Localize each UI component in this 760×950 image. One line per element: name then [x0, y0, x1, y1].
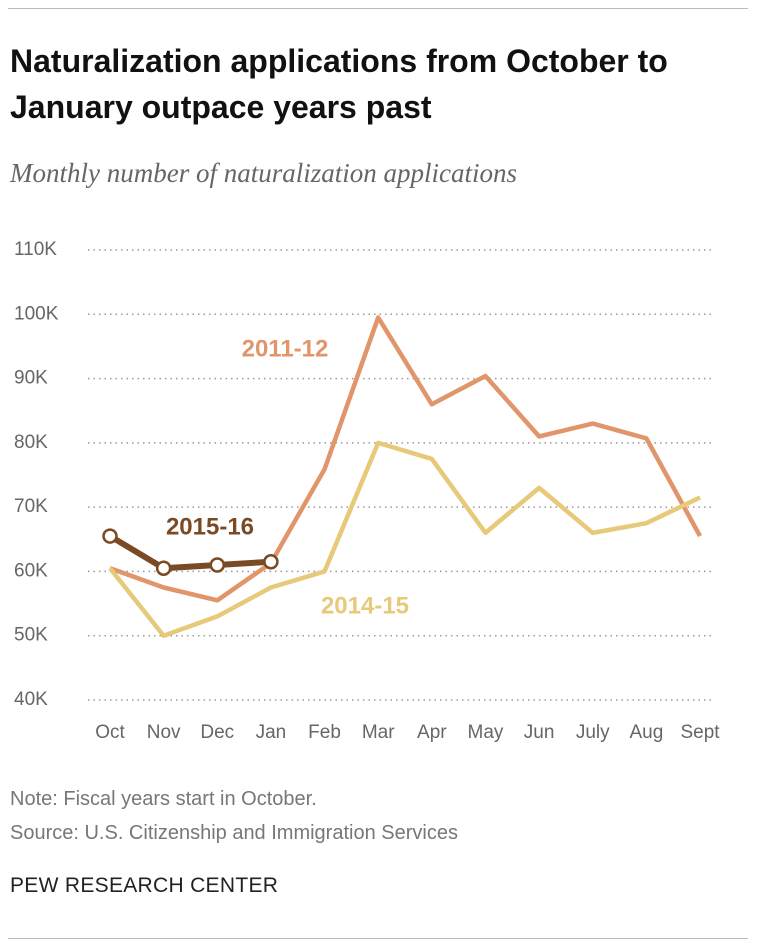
chart: 40K 50K 60K 70K 80K 90K 100K 110K Oct Nov Dec Jan Fe…: [14, 239, 720, 743]
chart-title: Naturalization applications from October…: [10, 43, 668, 125]
point: [155, 560, 172, 576]
x-tick-label: May: [468, 722, 504, 743]
y-tick-label: 40K: [14, 689, 48, 710]
top-rule: [8, 8, 748, 9]
x-tick-label: July: [576, 722, 610, 743]
bottom-rule: [8, 938, 748, 939]
x-tick-label: Jun: [524, 722, 555, 743]
source: Source: U.S. Citizenship and Immigration…: [10, 822, 458, 844]
y-tick-label: 110K: [14, 239, 57, 260]
x-tick-label: Nov: [147, 722, 181, 743]
x-tick-label: Apr: [417, 722, 447, 743]
x-tick-label: Feb: [308, 722, 341, 743]
series-label: 2015-16: [166, 513, 254, 540]
series-line: [108, 533, 272, 572]
y-tick-label: 60K: [14, 560, 48, 581]
y-tick-label: 50K: [14, 625, 48, 646]
y-tick-label: 100K: [14, 303, 59, 324]
point: [263, 554, 279, 570]
credit: PEW RESEARCH CENTER: [10, 874, 279, 897]
x-tick-label: Jan: [256, 722, 287, 743]
x-tick-label: Sept: [680, 722, 720, 743]
y-tick-label: 90K: [14, 368, 48, 389]
x-tick-label: Oct: [95, 722, 125, 743]
x-tick-label: Mar: [362, 722, 395, 743]
y-tick-label: 70K: [14, 496, 48, 517]
series-line: [109, 315, 702, 603]
series-line: [108, 440, 701, 638]
series-label: 2011-12: [242, 335, 329, 362]
point: [102, 528, 118, 544]
point: [209, 557, 226, 573]
series-label: 2014-15: [321, 592, 409, 619]
y-tick-label: 80K: [14, 432, 48, 453]
chart-subtitle: Monthly number of naturalization applica…: [10, 158, 517, 188]
x-tick-label: Dec: [200, 722, 234, 743]
x-tick-label: Aug: [629, 722, 663, 743]
note: Note: Fiscal years start in October.: [10, 788, 317, 810]
